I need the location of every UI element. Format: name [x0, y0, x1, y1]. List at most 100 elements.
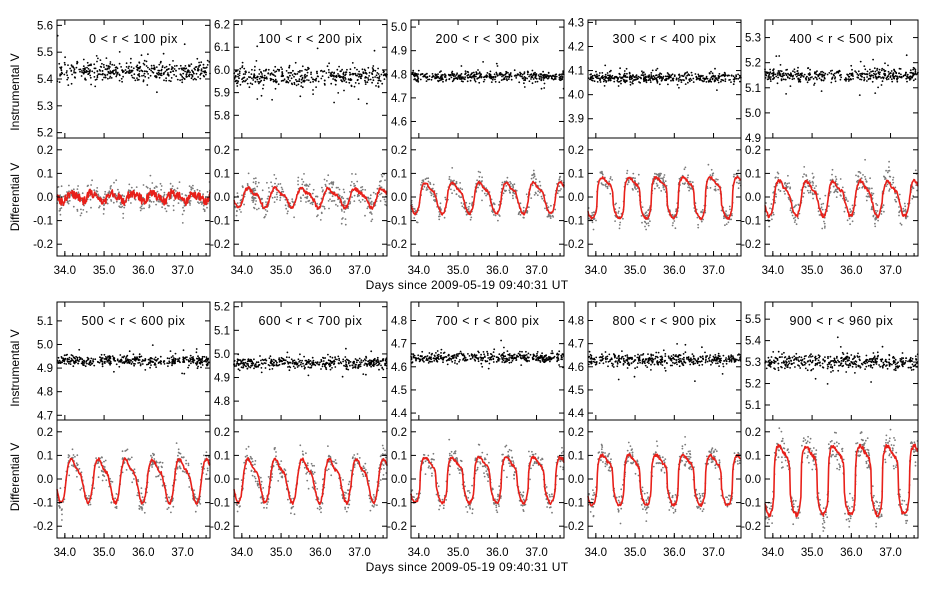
- instrumental-point: [543, 87, 546, 89]
- instrumental-point: [623, 74, 625, 76]
- instrumental-point: [874, 92, 877, 94]
- instrumental-ytick-label: 6.1: [214, 42, 230, 54]
- instrumental-point: [120, 77, 123, 80]
- differential-point: [645, 211, 648, 214]
- xtick-label: 34.0: [585, 265, 607, 277]
- instrumental-point: [784, 78, 786, 81]
- differential-point: [645, 228, 647, 231]
- differential-point: [253, 177, 255, 180]
- differential-point: [427, 180, 430, 183]
- differential-point: [336, 205, 339, 207]
- instrumental-point: [348, 71, 351, 74]
- differential-point: [797, 217, 800, 220]
- differential-point: [614, 203, 616, 206]
- instrumental-point: [197, 76, 200, 78]
- differential-point: [592, 211, 595, 214]
- instrumental-point: [150, 67, 153, 70]
- instrumental-point: [814, 72, 816, 75]
- instrumental-point: [197, 355, 199, 358]
- instrumental-point: [615, 76, 618, 78]
- instrumental-point: [142, 74, 145, 77]
- instrumental-point: [678, 86, 680, 89]
- instrumental-point: [237, 80, 240, 83]
- instrumental-point: [147, 53, 149, 56]
- instrumental-point: [613, 80, 616, 83]
- instrumental-point: [262, 84, 265, 86]
- instrumental-point: [86, 61, 89, 64]
- instrumental-point: [500, 73, 502, 75]
- differential-point: [369, 197, 372, 200]
- instrumental-point: [807, 79, 810, 81]
- differential-point: [450, 179, 452, 182]
- instrumental-point: [173, 73, 176, 76]
- differential-point: [501, 181, 504, 184]
- instrumental-point: [147, 358, 150, 361]
- instrumental-point: [485, 74, 488, 77]
- differential-point: [681, 182, 684, 185]
- differential-point: [321, 190, 324, 193]
- instrumental-point: [368, 71, 371, 74]
- instrumental-point: [530, 78, 532, 80]
- instrumental-point: [607, 77, 609, 80]
- instrumental-point: [629, 83, 632, 86]
- instrumental-point: [167, 73, 170, 76]
- instrumental-point: [606, 72, 609, 74]
- instrumental-point: [807, 67, 809, 70]
- instrumental-point: [155, 76, 158, 79]
- differential-point: [340, 222, 343, 225]
- instrumental-point: [801, 74, 803, 77]
- differential-point: [252, 196, 255, 199]
- differential-point: [803, 192, 805, 195]
- instrumental-point: [513, 69, 516, 72]
- instrumental-point: [623, 75, 625, 78]
- instrumental-point: [425, 80, 428, 82]
- instrumental-point: [124, 72, 127, 74]
- instrumental-point: [375, 85, 377, 87]
- instrumental-point: [68, 362, 70, 365]
- instrumental-point: [72, 365, 75, 368]
- differential-point: [68, 199, 71, 202]
- differential-point: [839, 178, 842, 180]
- instrumental-point: [451, 74, 453, 76]
- instrumental-point: [138, 62, 141, 64]
- differential-point: [380, 173, 383, 176]
- panel-1: 5.25.35.45.55.60 < r < 100 pix-0.2-0.10.…: [33, 19, 211, 277]
- instrumental-point: [898, 75, 901, 78]
- instrumental-point: [71, 73, 73, 76]
- instrumental-point: [532, 78, 535, 80]
- differential-point: [361, 198, 364, 201]
- differential-point: [343, 191, 346, 194]
- instrumental-point: [59, 362, 62, 364]
- instrumental-point: [620, 79, 622, 82]
- differential-point: [323, 178, 326, 181]
- instrumental-point: [155, 366, 158, 368]
- instrumental-point: [540, 79, 543, 82]
- instrumental-point: [188, 65, 191, 68]
- instrumental-point: [142, 62, 145, 65]
- differential-point: [279, 199, 281, 202]
- instrumental-point: [122, 75, 124, 78]
- instrumental-point: [380, 73, 383, 76]
- instrumental-point: [327, 69, 330, 71]
- instrumental-point: [187, 359, 190, 361]
- instrumental-point: [254, 77, 257, 79]
- instrumental-point: [128, 350, 131, 353]
- instrumental-point: [87, 357, 90, 360]
- differential-point: [824, 194, 827, 197]
- differential-point: [558, 179, 560, 181]
- instrumental-point: [382, 71, 385, 74]
- differential-point: [657, 173, 660, 176]
- instrumental-point: [310, 73, 312, 75]
- instrumental-point: [434, 73, 437, 76]
- instrumental-point: [256, 75, 259, 78]
- differential-point: [895, 196, 898, 199]
- differential-point: [312, 188, 315, 191]
- instrumental-point: [200, 68, 203, 70]
- instrumental-point: [339, 76, 342, 79]
- instrumental-point: [671, 73, 674, 76]
- differential-point: [736, 181, 738, 184]
- differential-point: [271, 185, 274, 188]
- instrumental-point: [166, 362, 169, 365]
- instrumental-point: [881, 67, 884, 70]
- differential-point: [140, 205, 143, 208]
